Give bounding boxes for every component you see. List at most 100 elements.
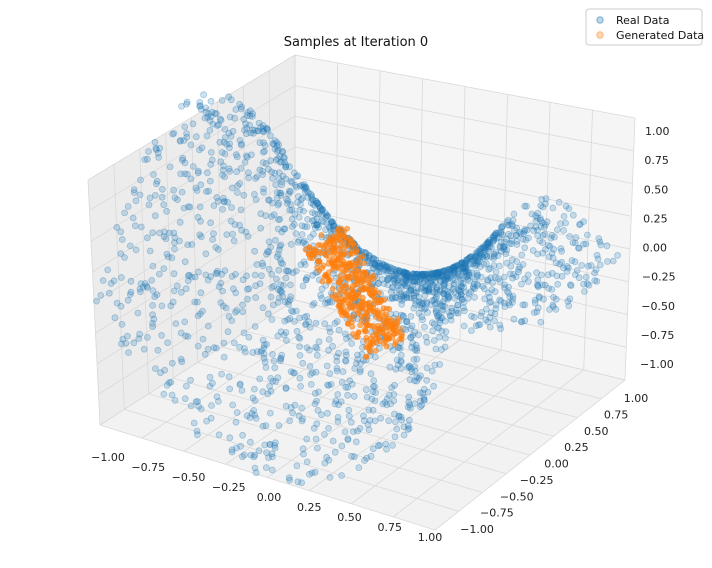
real-data-point [421,323,428,331]
real-data-point [393,425,401,433]
real-data-point [288,178,296,186]
real-data-point [313,345,321,352]
real-data-point [405,274,413,282]
real-data-point [422,270,429,278]
real-data-point [131,222,139,230]
real-data-point [401,269,409,277]
real-data-point [468,312,475,320]
real-data-point [282,161,290,169]
real-data-point [225,373,233,381]
real-data-point [509,292,517,300]
grid-line-left-h [92,146,296,273]
real-data-point [287,368,295,376]
real-data-point [500,273,508,281]
real-data-point [277,354,285,362]
real-data-point [182,285,190,293]
real-data-point [236,380,244,388]
real-data-point [484,238,492,246]
real-data-point [425,287,433,295]
real-data-point [503,246,511,254]
real-data-point [279,147,286,155]
real-data-point [500,243,508,251]
real-data-point [383,263,391,271]
real-data-point [259,125,267,133]
real-data-point [113,299,121,307]
real-data-point [367,452,375,460]
real-data-point [275,266,283,274]
real-data-point [201,350,209,358]
real-data-point [484,277,492,285]
grid-line-left-h [87,54,296,181]
real-data-point [456,287,464,295]
real-data-point [444,273,452,281]
real-data-point [400,431,408,439]
real-data-point [591,277,599,285]
real-data-point [376,262,383,270]
real-data-point [276,242,284,250]
real-data-point [281,225,289,233]
real-data-point [430,382,438,390]
real-data-point [327,380,335,388]
real-data-point [408,368,416,376]
real-data-point [520,227,528,235]
real-data-point [236,343,244,351]
real-data-point [277,281,285,289]
real-data-point [370,264,378,272]
real-data-point [285,268,293,275]
x-tick-label: −0.50 [172,471,206,484]
real-data-point [330,222,338,230]
real-data-point [333,367,341,375]
real-data-point [563,262,571,270]
real-data-point [207,219,215,227]
real-data-point [440,275,448,283]
real-data-point [486,323,494,331]
real-data-point [251,464,259,472]
real-data-point [481,295,489,303]
real-data-point [391,275,399,283]
real-data-point [161,366,169,374]
real-data-point [415,309,423,317]
real-data-point [105,289,113,297]
real-data-point [233,153,241,161]
z-tick-label: −0.75 [641,329,675,342]
real-data-point [571,239,579,247]
real-data-point [596,238,604,246]
real-data-point [557,245,565,252]
real-data-point [278,288,286,296]
real-data-point [313,351,321,359]
real-data-point [431,288,439,296]
real-data-point [433,269,441,277]
real-data-point [260,147,268,155]
real-data-point [569,211,577,219]
real-data-point [401,282,409,289]
real-data-point [155,270,163,278]
real-data-point [484,246,492,254]
real-data-point [490,232,498,240]
grid-line-floor-y [294,299,626,381]
real-data-point [479,244,487,252]
real-data-point [491,310,499,318]
real-data-point [309,230,317,238]
real-data-point [464,294,472,302]
real-data-point [322,226,330,234]
real-data-point [539,231,547,239]
real-data-point [458,265,466,273]
real-data-point [567,281,574,289]
real-data-point [382,264,390,272]
grid-line-back-h [294,146,632,217]
real-data-point [405,398,413,406]
real-data-point [141,156,149,164]
real-data-point [538,219,546,227]
real-data-point [496,278,504,285]
real-data-point [317,291,325,299]
real-data-point [585,262,592,270]
real-data-point [594,255,602,263]
real-data-point [420,272,428,280]
real-data-point [399,312,407,320]
real-data-point [284,197,292,205]
real-data-point [291,317,298,325]
real-data-point [272,156,280,164]
real-data-point [461,260,469,268]
real-data-point [238,103,246,111]
real-data-point [181,318,189,326]
